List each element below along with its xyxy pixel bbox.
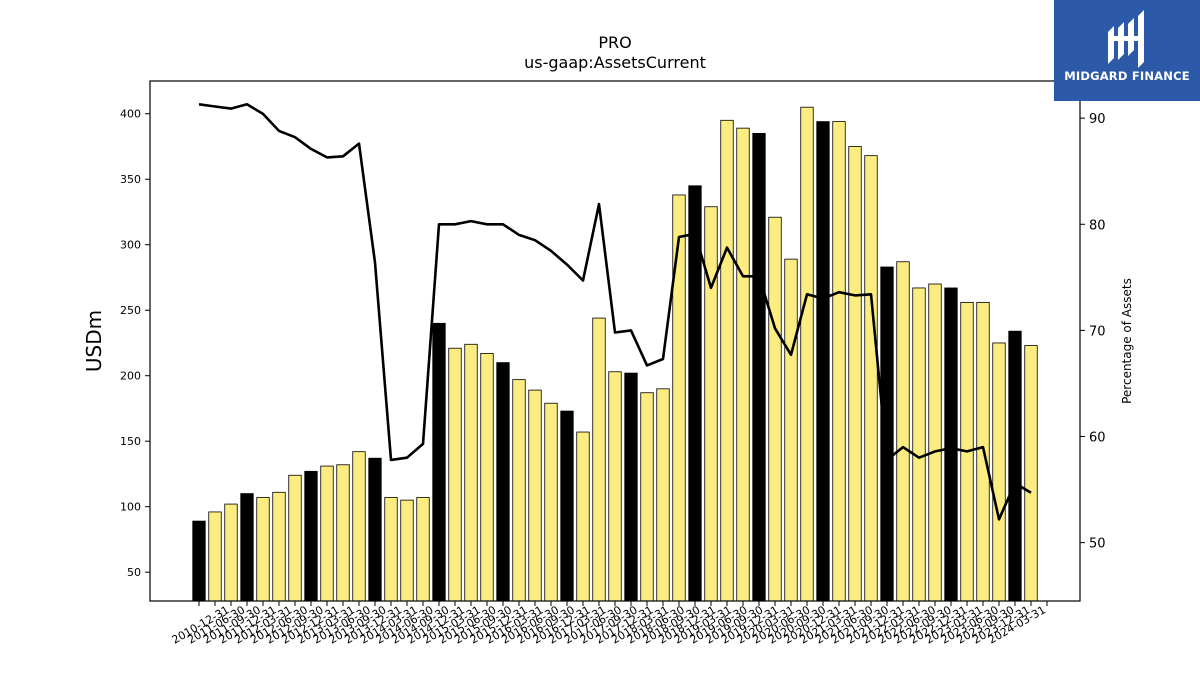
bar: [992, 342, 1006, 602]
bar: [496, 362, 510, 602]
bar: [192, 520, 206, 602]
bar: [832, 121, 846, 602]
bar: [304, 470, 318, 602]
bar: [336, 464, 350, 602]
bar: [720, 119, 734, 602]
bar: [768, 216, 782, 602]
y2-tick-label: 90: [1089, 112, 1106, 127]
y-tick-label: 300: [120, 239, 141, 252]
bar: [736, 127, 750, 602]
bar: [480, 353, 494, 602]
series-line: [198, 103, 1032, 521]
bar: [656, 388, 670, 602]
bar: [272, 491, 286, 602]
bar: [816, 121, 830, 602]
y2-tick-label: 70: [1089, 324, 1106, 339]
bar: [240, 493, 254, 602]
chart-subtitle: us-gaap:AssetsCurrent: [524, 53, 706, 72]
bar: [448, 347, 462, 602]
bar: [256, 497, 270, 602]
bar: [928, 283, 942, 602]
y-tick-label: 350: [120, 173, 141, 186]
y-axis-label: USDm: [82, 310, 106, 372]
bar: [224, 503, 238, 602]
y-tick-label: 100: [120, 501, 141, 514]
y2-tick-label: 80: [1089, 218, 1106, 233]
bar: [672, 194, 686, 602]
bar: [1008, 330, 1022, 602]
bar: [416, 497, 430, 602]
y-tick-label: 400: [120, 108, 141, 121]
bar: [848, 146, 862, 602]
bar: [944, 287, 958, 602]
bar: [912, 287, 926, 602]
bar: [432, 322, 446, 602]
bar: [576, 431, 590, 602]
logo-text: MIDGARD FINANCE: [1064, 69, 1190, 83]
bar: [208, 511, 222, 602]
bar: [368, 457, 382, 602]
bar: [592, 317, 606, 602]
brand-logo: MIDGARD FINANCE: [1054, 0, 1200, 101]
bar: [704, 206, 718, 602]
bar: [512, 379, 526, 602]
bar: [864, 155, 878, 602]
bar: [1024, 345, 1038, 602]
y2-tick-label: 60: [1089, 431, 1106, 446]
chart-title: PRO: [598, 33, 631, 52]
logo-mark-icon: [1108, 10, 1144, 68]
bar: [544, 402, 558, 602]
y-tick-label: 150: [120, 435, 141, 448]
bar: [608, 371, 622, 602]
bar: [624, 372, 638, 602]
y-tick-label: 250: [120, 304, 141, 317]
bar: [288, 474, 302, 602]
y-tick-label: 200: [120, 370, 141, 383]
bar: [464, 343, 478, 602]
bar: [384, 497, 398, 602]
bar: [896, 261, 910, 602]
bar: [560, 410, 574, 602]
bar: [752, 132, 766, 602]
bar: [320, 465, 334, 602]
bar: [352, 451, 366, 602]
bar: [880, 266, 894, 602]
bar: [784, 258, 798, 602]
y2-tick-label: 50: [1089, 537, 1106, 552]
y2-axis-label: Percentage of Assets: [1120, 278, 1134, 404]
bar: [400, 499, 414, 602]
y-tick-label: 50: [127, 566, 141, 579]
bar: [640, 392, 654, 602]
bar: [800, 106, 814, 602]
bar: [528, 389, 542, 602]
